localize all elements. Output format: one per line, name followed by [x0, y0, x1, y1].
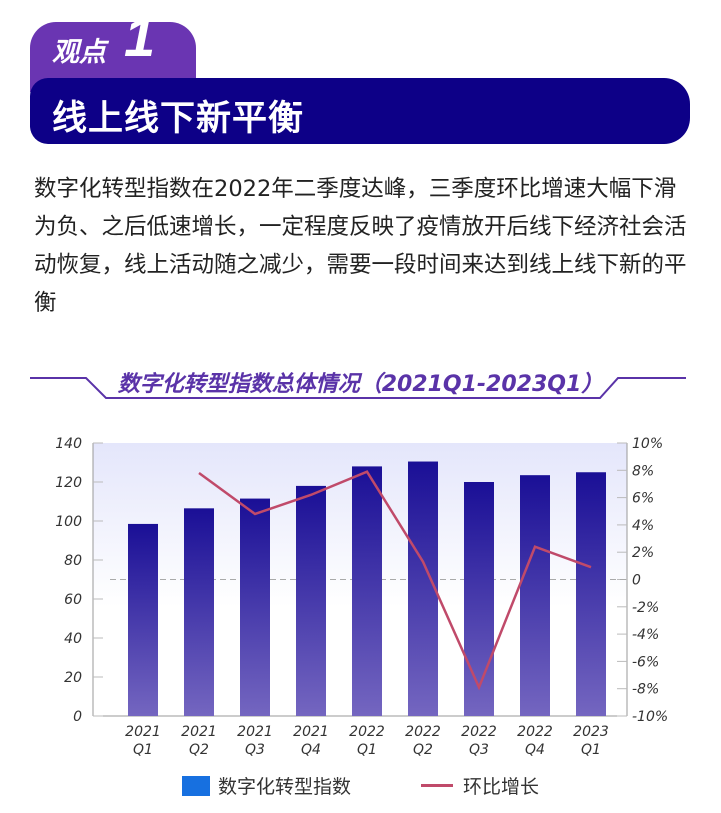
right-tick-label: 0 [632, 573, 641, 589]
x-tick-label: Q2 [189, 742, 209, 758]
title-banner [30, 78, 690, 144]
right-tick-label: 6% [632, 491, 654, 507]
x-tick-label: Q2 [413, 742, 433, 758]
bar [240, 498, 270, 716]
x-tick-label: Q4 [301, 742, 321, 758]
legend-line-swatch [421, 784, 453, 787]
x-tick-label: Q1 [581, 742, 601, 758]
left-tick-label: 20 [64, 670, 82, 686]
bar [184, 508, 214, 716]
x-tick-label: 2022 [461, 724, 497, 740]
bar [128, 523, 158, 716]
left-tick-label: 40 [64, 631, 82, 647]
left-tick-label: 120 [55, 475, 82, 491]
bar [408, 461, 438, 716]
x-tick-label: 2021 [125, 724, 161, 740]
bar [464, 482, 494, 716]
legend-bar-swatch [181, 775, 210, 796]
x-tick-label: 2021 [181, 724, 217, 740]
x-tick-label: 2022 [517, 724, 553, 740]
chart-title: 数字化转型指数总体情况（2021Q1-2023Q1） [117, 372, 604, 397]
right-tick-label: -2% [632, 600, 659, 616]
right-tick-label: -6% [632, 654, 659, 670]
x-tick-label: 2022 [405, 724, 441, 740]
x-tick-label: 2021 [293, 724, 329, 740]
left-tick-label: 100 [55, 514, 82, 530]
right-tick-label: 10% [632, 436, 663, 452]
right-tick-label: 8% [632, 463, 654, 479]
bar [296, 485, 326, 716]
left-tick-label: 80 [64, 553, 82, 569]
x-tick-label: 2023 [573, 724, 609, 740]
bar [520, 475, 550, 716]
left-tick-label: 0 [73, 709, 82, 725]
x-tick-label: Q1 [357, 742, 377, 758]
viewpoint-number: 1 [124, 5, 156, 68]
bar [576, 472, 606, 716]
legend-bar-label: 数字化转型指数 [217, 776, 351, 798]
legend-line-label: 环比增长 [463, 776, 540, 798]
right-tick-label: -10% [632, 709, 668, 725]
left-tick-label: 60 [64, 592, 82, 608]
x-tick-label: Q1 [133, 742, 153, 758]
bar [352, 466, 382, 716]
x-tick-label: 2022 [349, 724, 385, 740]
growth-line [198, 470, 592, 691]
right-tick-label: -4% [632, 627, 659, 643]
banner-title: 线上线下新平衡 [52, 99, 305, 139]
x-tick-label: Q4 [525, 742, 545, 758]
right-tick-label: 2% [632, 545, 654, 561]
x-tick-label: Q3 [469, 742, 489, 758]
right-tick-label: -8% [632, 682, 659, 698]
viewpoint-label: 观点 [52, 37, 106, 68]
x-tick-label: Q3 [245, 742, 265, 758]
right-tick-label: 4% [632, 518, 654, 534]
body-paragraph: 数字化转型指数在2022年二季度达峰，三季度环比增速大幅下滑为负、之后低速增长，… [34, 176, 687, 316]
x-tick-label: 2021 [237, 724, 273, 740]
legend: 数字化转型指数 环比增长 [0, 772, 721, 799]
left-tick-label: 140 [55, 436, 82, 452]
